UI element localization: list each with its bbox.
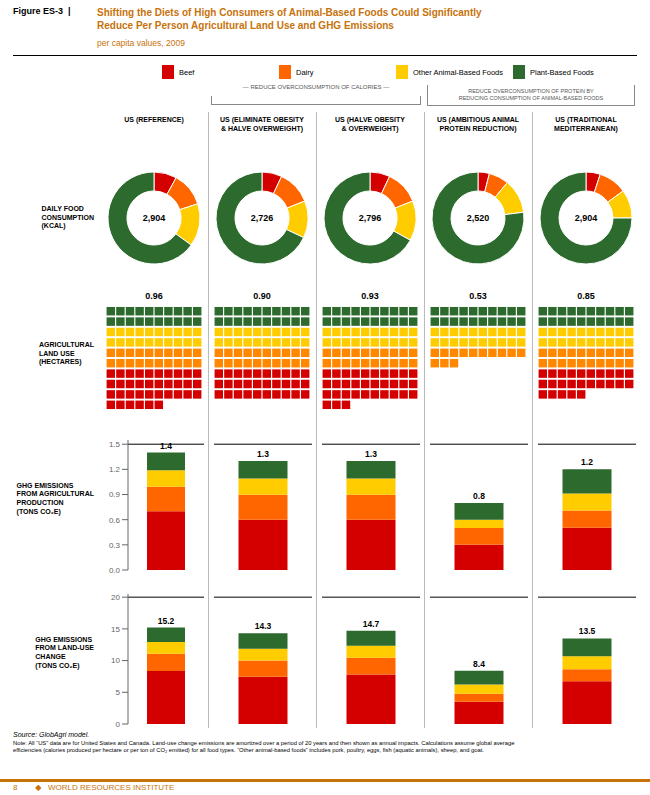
html-text:Beef: Beef	[179, 67, 195, 77]
svg-text:0.3: 0.3	[109, 541, 121, 550]
html-text:8 ◆ WORLD RESOURCES INSTITUTE: 8 ◆ WORLD RESOURCES INSTITUTE	[13, 783, 175, 792]
html-text:0.53: 0.53	[469, 291, 487, 301]
html-text:0.85: 0.85	[577, 291, 595, 301]
html-text:US (AMBITIOUS ANIMAL PROTEIN R: US (AMBITIOUS ANIMAL PROTEIN REDUCTION)	[436, 116, 520, 132]
html-text:US (REFERENCE): US (REFERENCE)	[124, 116, 184, 123]
svg-text:0.6: 0.6	[109, 516, 121, 525]
html-text:US (TRADITIONAL MEDITERRANEAN): US (TRADITIONAL MEDITERRANEAN)	[554, 116, 618, 132]
svg-text:13.5: 13.5	[579, 626, 596, 636]
html-text:Shifting the Diets of High Con: Shifting the Diets of High Consumers of …	[97, 7, 482, 31]
svg-text:0: 0	[116, 720, 121, 728]
html-text:0.90: 0.90	[253, 291, 271, 301]
svg-text:0.9: 0.9	[109, 490, 121, 499]
html-text:2,726: 2,726	[250, 213, 274, 223]
svg-text:5: 5	[116, 688, 121, 697]
html-text:0.96: 0.96	[145, 291, 163, 301]
html-text:— REDUCE OVERCONSUMPTION OF CA: — REDUCE OVERCONSUMPTION OF CALORIES —	[242, 84, 390, 90]
html-text:Note: All “US” data are for Un: Note: All “US” data are for United State…	[13, 740, 515, 754]
svg-text:1.3: 1.3	[365, 449, 377, 459]
svg-text:1.2: 1.2	[581, 457, 593, 467]
html-text:Dairy: Dairy	[296, 67, 314, 77]
html-text:per capita values, 2009: per capita values, 2009	[97, 38, 185, 48]
svg-text:10: 10	[111, 656, 120, 665]
html-text:Figure ES-3 |: Figure ES-3 |	[13, 6, 71, 16]
html-text:Source: GlobAgri model.: Source: GlobAgri model.	[13, 731, 90, 738]
html-text:GHG EMISSIONS FROM AGRICULTURA: GHG EMISSIONS FROM AGRICULTURAL PRODUCTI…	[16, 481, 94, 515]
svg-text:1.4: 1.4	[160, 441, 172, 451]
svg-text:0.8: 0.8	[473, 491, 485, 501]
html-text:US (HALVE OBESITY & OVERWEIGHT: US (HALVE OBESITY & OVERWEIGHT)	[335, 116, 405, 132]
svg-text:1.2: 1.2	[109, 465, 121, 474]
svg-text:14.7: 14.7	[363, 619, 380, 629]
html-text:Other Animal-Based Foods: Other Animal-Based Foods	[413, 67, 503, 77]
html-text:REDUCE OVERCONSUMPTION OF PROT: REDUCE OVERCONSUMPTION OF PROTEIN BY RED…	[458, 88, 604, 101]
svg-text:14.3: 14.3	[255, 621, 272, 631]
svg-text:0.0: 0.0	[109, 566, 121, 574]
svg-text:20: 20	[111, 593, 120, 602]
svg-text:15.2: 15.2	[158, 616, 175, 626]
svg-text:1.3: 1.3	[257, 449, 269, 459]
svg-text:1.5: 1.5	[109, 440, 121, 449]
html-text:2,904: 2,904	[142, 213, 166, 223]
html-text:2,796: 2,796	[358, 213, 382, 223]
html-text:DAILY FOOD CONSUMPTION (KCAL): DAILY FOOD CONSUMPTION (KCAL)	[41, 204, 94, 230]
svg-text:15: 15	[111, 625, 120, 634]
html-text:Plant-Based Foods: Plant-Based Foods	[530, 67, 594, 77]
html-text:0.93: 0.93	[361, 291, 379, 301]
html-text:US (ELIMINATE OBESITY & HALVE: US (ELIMINATE OBESITY & HALVE OVERWEIGHT…	[220, 116, 304, 132]
html-text:AGRICULTURAL LAND USE (HECTARE: AGRICULTURAL LAND USE (HECTARES)	[38, 340, 94, 366]
html-text:2,520: 2,520	[466, 213, 490, 223]
html-text:2,904: 2,904	[574, 213, 598, 223]
html-text:GHG EMISSIONS FROM LAND-USE CH: GHG EMISSIONS FROM LAND-USE CHANGE (TONS…	[35, 635, 94, 669]
svg-text:8.4: 8.4	[473, 659, 485, 669]
